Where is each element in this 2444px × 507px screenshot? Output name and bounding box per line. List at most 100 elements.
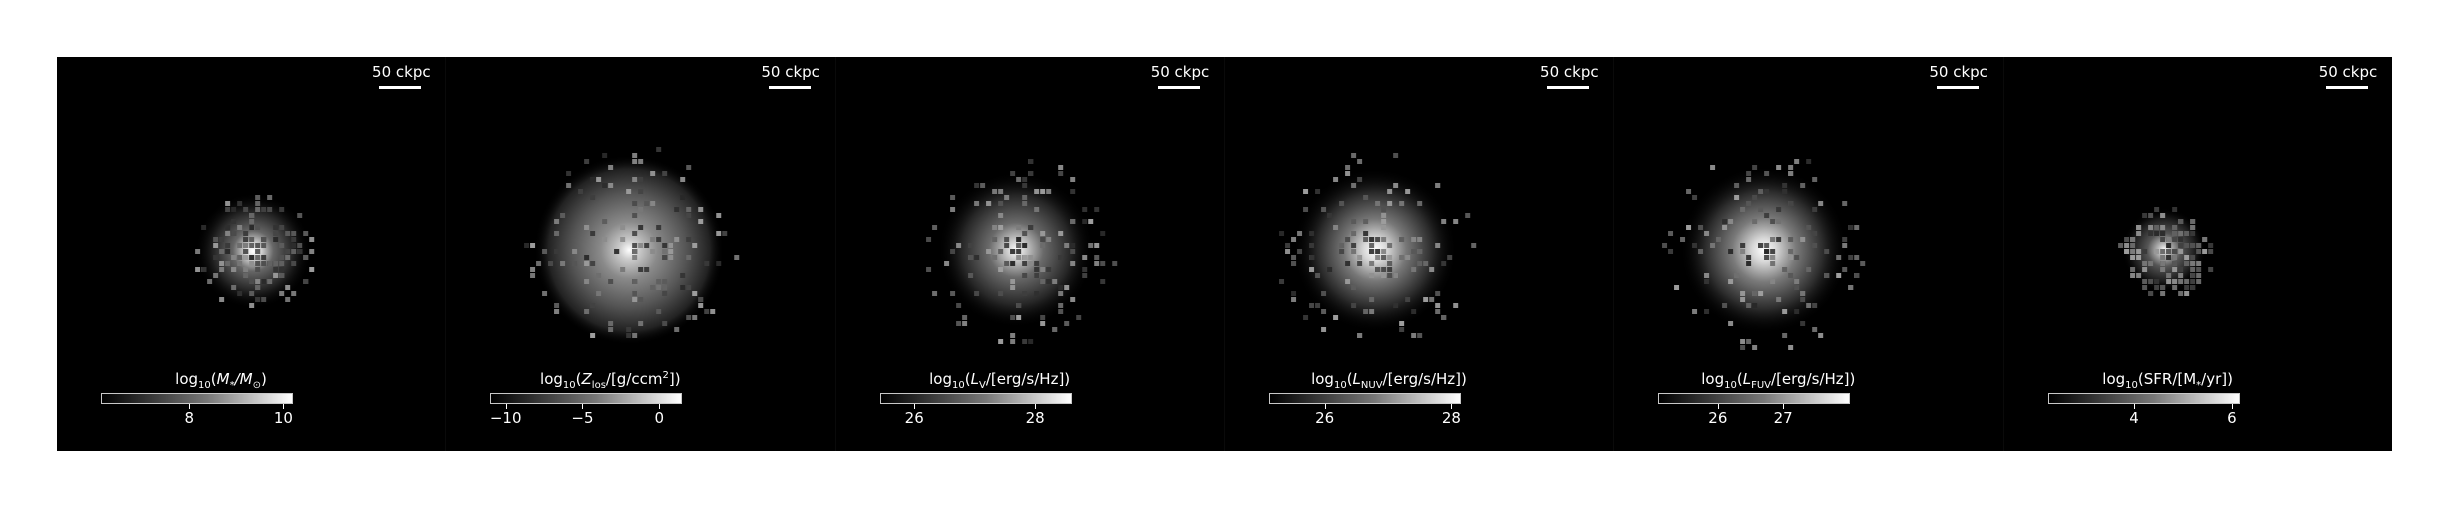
map-pixel	[1375, 255, 1381, 260]
map-pixel	[1087, 243, 1093, 248]
map-pixel	[997, 225, 1003, 230]
map-pixel	[2147, 291, 2153, 296]
map-pixel	[1339, 243, 1345, 248]
scale-bar	[1547, 86, 1590, 89]
map-pixel	[1782, 267, 1788, 272]
map-pixel	[1794, 285, 1800, 290]
colorbar-tick-label: 10	[273, 409, 293, 427]
map-pixel	[1369, 309, 1375, 314]
map-pixel	[1435, 291, 1441, 296]
map-pixel	[1075, 315, 1081, 320]
map-pixel	[1003, 243, 1009, 248]
map-pixel	[2165, 255, 2171, 260]
colorbar-tick	[914, 404, 916, 409]
map-pixel	[1447, 255, 1453, 260]
map-pixel	[2171, 237, 2177, 242]
map-pixel	[1662, 243, 1668, 248]
map-pixel	[1363, 309, 1369, 314]
map-pixel	[1291, 291, 1297, 296]
map-pixel	[1345, 237, 1351, 242]
map-pixel	[1752, 345, 1758, 350]
map-pixel	[1698, 249, 1704, 254]
map-pixel	[1375, 201, 1381, 206]
map-pixel	[261, 279, 267, 284]
map-pixel	[1291, 261, 1297, 266]
map-pixel	[1800, 237, 1806, 242]
map-pixel	[2153, 249, 2159, 254]
map-pixel	[560, 213, 566, 218]
map-pixel	[692, 315, 698, 320]
map-pixel	[1842, 267, 1848, 272]
map-pixel	[279, 267, 285, 272]
map-pixel	[686, 165, 692, 170]
map-pixel	[638, 189, 644, 194]
map-pixel	[1021, 195, 1027, 200]
map-pixel	[1770, 261, 1776, 266]
map-pixel	[2201, 249, 2207, 254]
map-pixel	[273, 273, 279, 278]
map-pixel	[1369, 297, 1375, 302]
map-pixel	[1015, 243, 1021, 248]
map-pixel	[255, 285, 261, 290]
map-pixel	[1417, 249, 1423, 254]
map-pixel	[1351, 303, 1357, 308]
map-pixel	[584, 309, 590, 314]
map-pixel	[2171, 207, 2177, 212]
map-pixel	[1710, 165, 1716, 170]
map-pixel	[1399, 327, 1405, 332]
map-pixel	[626, 189, 632, 194]
map-pixel	[2165, 237, 2171, 242]
map-pixel	[1722, 225, 1728, 230]
colorbar	[1658, 393, 1851, 404]
map-pixel	[632, 249, 638, 254]
colorbar	[879, 393, 1072, 404]
map-pixel	[1806, 303, 1812, 308]
colorbar-tick-label: 28	[1441, 409, 1461, 427]
map-pixel	[1728, 279, 1734, 284]
map-pixel	[1111, 261, 1117, 266]
map-pixel	[1848, 255, 1854, 260]
map-pixel	[2159, 225, 2165, 230]
map-pixel	[1842, 237, 1848, 242]
map-pixel	[291, 243, 297, 248]
map-pixel	[1381, 225, 1387, 230]
map-pixel	[1279, 231, 1285, 236]
map-pixel	[1021, 177, 1027, 182]
map-pixel	[225, 231, 231, 236]
map-pixel	[1770, 237, 1776, 242]
map-pixel	[973, 255, 979, 260]
map-pixel	[231, 207, 237, 212]
map-pixel	[997, 267, 1003, 272]
map-pixel	[1321, 309, 1327, 314]
map-pixel	[1758, 243, 1764, 248]
map-pixel	[632, 333, 638, 338]
map-pixel	[1764, 255, 1770, 260]
map-pixel	[1453, 303, 1459, 308]
map-pixel	[656, 225, 662, 230]
map-pixel	[285, 297, 291, 302]
map-pixel	[2189, 279, 2195, 284]
map-pixel	[1788, 255, 1794, 260]
map-pixel	[1087, 219, 1093, 224]
map-pixel	[1782, 309, 1788, 314]
map-pixel	[255, 243, 261, 248]
map-pixel	[267, 279, 273, 284]
map-pixel	[279, 225, 285, 230]
map-pixel	[949, 291, 955, 296]
map-pixel	[1788, 165, 1794, 170]
metallicity-map	[524, 147, 740, 345]
map-pixel	[704, 309, 710, 314]
map-pixel	[620, 267, 626, 272]
map-pixel	[632, 279, 638, 284]
map-pixel	[1806, 225, 1812, 230]
map-pixel	[1021, 273, 1027, 278]
map-pixel	[1411, 333, 1417, 338]
map-pixel	[925, 237, 931, 242]
map-pixel	[2165, 243, 2171, 248]
scale-bar-label: 50 ckpc	[1540, 63, 1599, 81]
map-pixel	[255, 261, 261, 266]
map-pixel	[2147, 279, 2153, 284]
map-pixel	[644, 267, 650, 272]
scale-bar	[2325, 86, 2368, 89]
colorbar-tick-label: 6	[2227, 409, 2237, 427]
